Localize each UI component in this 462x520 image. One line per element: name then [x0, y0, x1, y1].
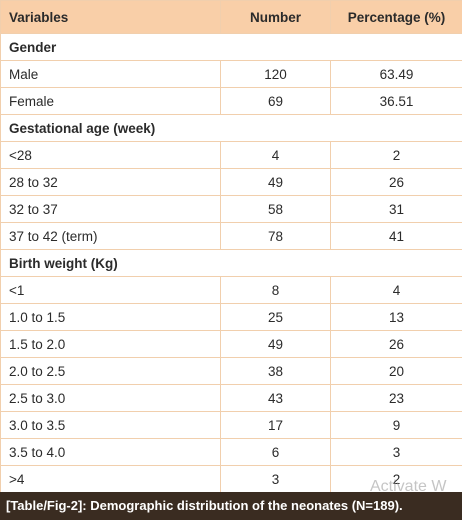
data-row: 3.5 to 4.0 6 3 — [0, 438, 462, 466]
row-label: >4 — [0, 465, 221, 493]
cell-value: 49 — [220, 330, 331, 358]
cell-value: 26 — [330, 330, 462, 358]
data-row: <28 4 2 — [0, 141, 462, 169]
header-cell: Variables — [0, 0, 221, 34]
section-row: Gestational age (week) — [0, 114, 462, 142]
cell-value: 4 — [220, 141, 331, 169]
cell-value: 23 — [330, 384, 462, 412]
row-label: 1.0 to 1.5 — [0, 303, 221, 331]
caption: [Table/Fig-2]: Demographic distribution … — [0, 492, 462, 520]
section-title: Birth weight (Kg) — [0, 249, 462, 277]
row-label: 2.5 to 3.0 — [0, 384, 221, 412]
row-label: 32 to 37 — [0, 195, 221, 223]
cell-value: 17 — [220, 411, 331, 439]
section-row: Birth weight (Kg) — [0, 249, 462, 277]
header-cell: Percentage (%) — [330, 0, 462, 34]
cell-value: 26 — [330, 168, 462, 196]
data-row: >4 3 2 — [0, 465, 462, 493]
row-label: 3.5 to 4.0 — [0, 438, 221, 466]
cell-value: 20 — [330, 357, 462, 385]
data-row: 3.0 to 3.5 17 9 — [0, 411, 462, 439]
row-label: <28 — [0, 141, 221, 169]
row-label: 3.0 to 3.5 — [0, 411, 221, 439]
cell-value: 8 — [220, 276, 331, 304]
row-label: Female — [0, 87, 221, 115]
data-row: 28 to 32 49 26 — [0, 168, 462, 196]
cell-value: 78 — [220, 222, 331, 250]
section-row: Gender — [0, 33, 462, 61]
demographic-table: Variables Number Percentage (%) Gender Ma… — [0, 0, 462, 493]
data-row: 37 to 42 (term) 78 41 — [0, 222, 462, 250]
data-row: 1.0 to 1.5 25 13 — [0, 303, 462, 331]
cell-value: 9 — [330, 411, 462, 439]
cell-value: 43 — [220, 384, 331, 412]
data-row: Male 120 63.49 — [0, 60, 462, 88]
cell-value: 2 — [330, 141, 462, 169]
cell-value: 58 — [220, 195, 331, 223]
row-label: 2.0 to 2.5 — [0, 357, 221, 385]
cell-value: 120 — [220, 60, 331, 88]
cell-value: 31 — [330, 195, 462, 223]
data-row: 2.0 to 2.5 38 20 — [0, 357, 462, 385]
data-row: 1.5 to 2.0 49 26 — [0, 330, 462, 358]
cell-value: 6 — [220, 438, 331, 466]
data-row: <1 8 4 — [0, 276, 462, 304]
row-label: Male — [0, 60, 221, 88]
cell-value: 3 — [330, 438, 462, 466]
cell-value: 13 — [330, 303, 462, 331]
cell-value: 49 — [220, 168, 331, 196]
row-label: <1 — [0, 276, 221, 304]
cell-value: 41 — [330, 222, 462, 250]
section-title: Gestational age (week) — [0, 114, 462, 142]
row-label: 28 to 32 — [0, 168, 221, 196]
data-row: 32 to 37 58 31 — [0, 195, 462, 223]
data-row: Female 69 36.51 — [0, 87, 462, 115]
cell-value: 4 — [330, 276, 462, 304]
cell-value: 25 — [220, 303, 331, 331]
header-row: Variables Number Percentage (%) — [0, 0, 462, 34]
cell-value: 69 — [220, 87, 331, 115]
cell-value: 38 — [220, 357, 331, 385]
section-title: Gender — [0, 33, 462, 61]
cell-value: 36.51 — [330, 87, 462, 115]
row-label: 1.5 to 2.0 — [0, 330, 221, 358]
watermark: Activate W — [370, 478, 447, 495]
cell-value: 63.49 — [330, 60, 462, 88]
table-body: Gender Male 120 63.49 Female 69 36.51 Gestation… — [0, 33, 462, 493]
row-label: 37 to 42 (term) — [0, 222, 221, 250]
cell-value: 3 — [220, 465, 331, 493]
header-cell: Number — [220, 0, 331, 34]
data-row: 2.5 to 3.0 43 23 — [0, 384, 462, 412]
